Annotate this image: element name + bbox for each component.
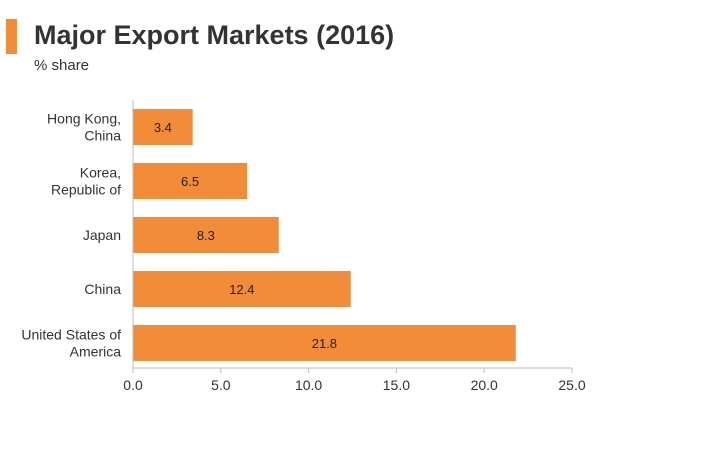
category-label-4: United States of America (21, 327, 121, 360)
data-label-3: 12.4 (229, 282, 254, 297)
x-tick-label-5: 25.0 (558, 377, 585, 393)
category-label-0: Hong Kong, China (47, 111, 121, 144)
chart-title: Major Export Markets (2016) (34, 20, 395, 50)
category-label-2: Japan (83, 227, 121, 243)
data-label-2: 8.3 (197, 228, 215, 243)
title-accent-bar (6, 19, 17, 54)
bar-2 (133, 217, 279, 253)
x-tick-label-3: 15.0 (383, 377, 410, 393)
x-tick-label-1: 5.0 (211, 377, 231, 393)
bar-0 (133, 109, 193, 145)
data-label-1: 6.5 (181, 174, 199, 189)
category-label-3: China (84, 281, 121, 297)
bars-layer: 3.4 6.5 8.3 12.4 21.8 (133, 109, 516, 361)
category-label-1: Korea, Republic of (51, 165, 121, 198)
bar-1 (133, 163, 248, 199)
bar-3 (133, 271, 351, 307)
chart-subtitle: % share (34, 57, 90, 74)
data-label-4: 21.8 (312, 336, 337, 351)
data-label-0: 3.4 (154, 120, 172, 135)
bar-4 (133, 325, 516, 361)
x-tick-label-0: 0.0 (123, 377, 143, 393)
x-tick-label-2: 10.0 (295, 377, 322, 393)
x-tick-label-4: 20.0 (471, 377, 498, 393)
axis-layer: Hong Kong, China Korea, Republic of Japan Chi… (21, 100, 586, 393)
